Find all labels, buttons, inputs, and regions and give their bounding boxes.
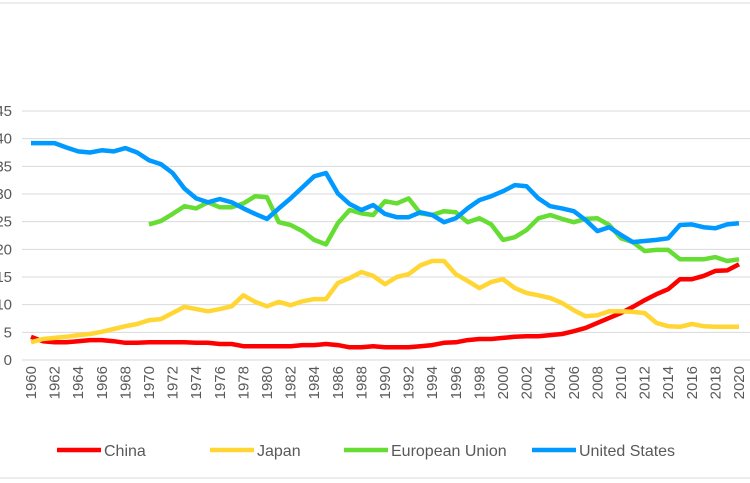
- x-tick-label: 1998: [471, 366, 488, 399]
- x-tick-label: 1962: [47, 366, 64, 399]
- legend-item: Japan: [210, 443, 301, 460]
- x-tick-label: 1994: [424, 366, 441, 399]
- x-tick-label: 2004: [542, 366, 559, 399]
- x-tick-label: 2010: [613, 366, 630, 399]
- x-tick-label: 1978: [235, 366, 252, 399]
- x-tick-label: 2008: [589, 366, 606, 399]
- legend-label: United States: [579, 443, 675, 460]
- x-tick-label: 2018: [707, 366, 724, 399]
- x-tick-label: 1960: [23, 366, 40, 399]
- series-line-japan: [30, 258, 739, 345]
- x-tick-label: 1982: [283, 366, 300, 399]
- y-tick-label: 25: [0, 214, 12, 231]
- x-tick-label: 2020: [731, 366, 748, 399]
- y-tick-label: 35: [0, 158, 12, 175]
- x-tick-label: 2014: [660, 366, 677, 399]
- x-tick-label: 2002: [519, 366, 536, 399]
- x-tick-label: 1968: [117, 366, 134, 399]
- legend-item: United States: [532, 443, 675, 460]
- x-tick-label: 1992: [401, 366, 418, 399]
- y-tick-label: 5: [4, 324, 12, 341]
- y-tick-label: 0: [4, 352, 12, 369]
- legend-item: European Union: [344, 443, 507, 460]
- series-line-united-states: [31, 140, 740, 245]
- x-tick-label: 1974: [188, 366, 205, 399]
- y-tick-label: 10: [0, 297, 12, 314]
- x-tick-label: 2012: [637, 366, 654, 399]
- x-tick-label: 1984: [306, 366, 323, 399]
- legend-label: European Union: [391, 443, 507, 460]
- x-tick-label: 1976: [212, 366, 229, 399]
- x-tick-label: 1966: [94, 366, 111, 399]
- x-tick-label: 2000: [495, 366, 512, 399]
- x-tick-label: 1972: [165, 366, 182, 399]
- x-tick-label: 1996: [448, 366, 465, 399]
- y-tick-label: 30: [0, 186, 12, 203]
- x-tick-label: 1986: [330, 366, 347, 399]
- x-tick-label: 1970: [141, 366, 158, 399]
- x-tick-label: 1980: [259, 366, 276, 399]
- y-tick-label: 20: [0, 241, 12, 258]
- x-tick-label: 1988: [353, 366, 370, 399]
- x-tick-label: 2006: [566, 366, 583, 399]
- legend-label: China: [104, 443, 146, 460]
- x-tick-label: 1964: [70, 366, 87, 399]
- y-tick-label: 15: [0, 269, 12, 286]
- y-tick-label: 40: [0, 131, 12, 148]
- legend-label: Japan: [257, 443, 301, 460]
- series-line-european-union: [148, 193, 740, 264]
- legend-item: China: [57, 443, 146, 460]
- x-tick-label: 1990: [377, 366, 394, 399]
- x-tick-label: 2016: [684, 366, 701, 399]
- y-tick-label: 45: [0, 103, 12, 120]
